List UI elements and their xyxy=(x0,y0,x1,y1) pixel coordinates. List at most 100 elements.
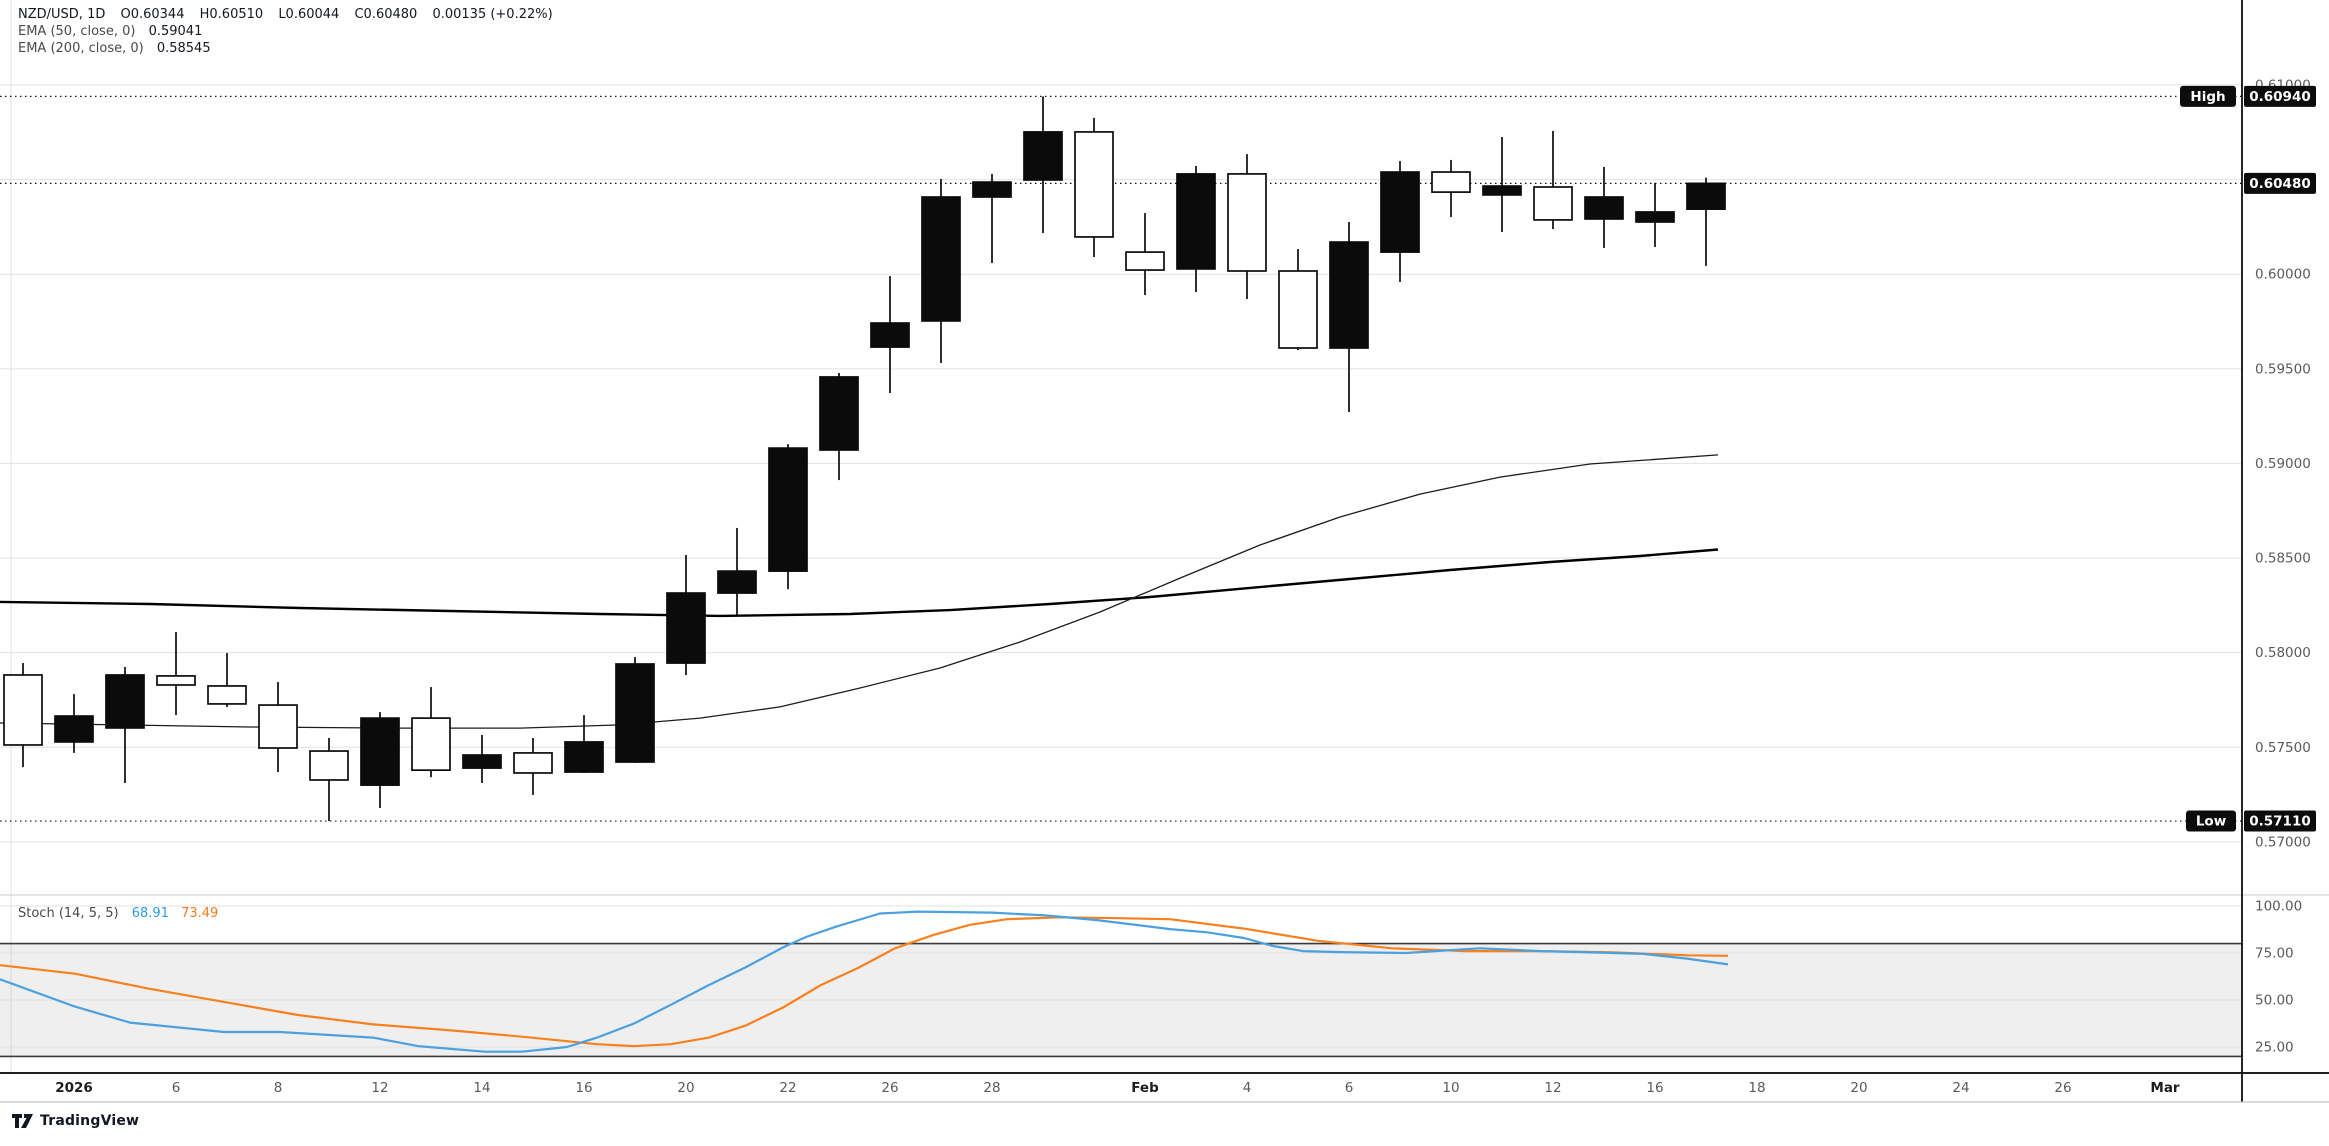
svg-text:25.00: 25.00 xyxy=(2255,1040,2294,1056)
candle-up xyxy=(1482,185,1522,196)
tradingview-logo-text: TradingView xyxy=(40,1113,140,1129)
ema50-label: EMA (50, close, 0) xyxy=(18,24,136,39)
symbol-legend-row[interactable]: NZD/USD, 1D O0.60344 H0.60510 L0.60044 C… xyxy=(18,7,553,22)
candle-up xyxy=(1329,241,1369,349)
tradingview-logo-icon xyxy=(12,1114,33,1128)
ema200-legend-row[interactable]: EMA (200, close, 0) 0.58545 xyxy=(18,41,211,56)
candle-down xyxy=(1227,173,1267,272)
candle-down xyxy=(3,674,43,746)
svg-text:0.57500: 0.57500 xyxy=(2255,740,2311,756)
svg-text:16: 16 xyxy=(575,1080,592,1096)
candle-down xyxy=(513,752,553,774)
last-price-badge: 0.60480 xyxy=(2244,172,2316,194)
svg-text:20: 20 xyxy=(1850,1080,1867,1096)
candles[interactable] xyxy=(3,96,1726,822)
stoch-k-line[interactable] xyxy=(0,910,1729,1053)
candle-down xyxy=(156,675,196,686)
stoch-label: Stoch (14, 5, 5) xyxy=(18,906,119,921)
svg-text:Mar: Mar xyxy=(2150,1080,2180,1096)
svg-text:6: 6 xyxy=(1345,1080,1354,1096)
ema50-value: 0.59041 xyxy=(148,24,203,39)
marker-lines xyxy=(0,95,2242,822)
ema200-label: EMA (200, close, 0) xyxy=(18,41,144,56)
svg-text:Low: Low xyxy=(2196,814,2226,830)
candle-down xyxy=(1278,270,1318,349)
svg-text:0.57110: 0.57110 xyxy=(2249,814,2311,830)
svg-text:6: 6 xyxy=(172,1080,181,1096)
svg-text:20: 20 xyxy=(677,1080,694,1096)
ema50-legend-row[interactable]: EMA (50, close, 0) 0.59041 xyxy=(18,24,202,39)
candle-down xyxy=(411,717,451,771)
svg-text:0.57000: 0.57000 xyxy=(2255,834,2311,850)
candle-up xyxy=(921,196,961,322)
svg-text:0.58000: 0.58000 xyxy=(2255,645,2311,661)
candle-down xyxy=(207,685,247,705)
svg-text:24: 24 xyxy=(1952,1080,1969,1096)
candle-up xyxy=(819,376,859,451)
daily-change: 0.00135 (+0.22%) xyxy=(432,7,553,22)
candle-up xyxy=(870,322,910,348)
svg-text:16: 16 xyxy=(1646,1080,1663,1096)
stoch-d-line[interactable] xyxy=(0,916,1729,1048)
candle-up xyxy=(768,447,808,572)
price-axis[interactable]: 0.610000.600000.595000.590000.585000.580… xyxy=(2255,78,2311,1056)
svg-text:0.58500: 0.58500 xyxy=(2255,551,2311,567)
candle-up xyxy=(1584,196,1624,220)
svg-text:22: 22 xyxy=(779,1080,796,1096)
ema200-value: 0.58545 xyxy=(156,41,211,56)
candle-down xyxy=(309,750,349,781)
candle-up xyxy=(462,754,502,769)
svg-text:0.60000: 0.60000 xyxy=(2255,267,2311,283)
time-axis[interactable]: 2026 6 8 12 14 16 20 22 26 28 Feb 4 6 10 12 16 18 20 24 26 M… xyxy=(55,1080,2180,1096)
candle-down xyxy=(1431,171,1471,193)
candle-up xyxy=(717,570,757,594)
svg-text:Feb: Feb xyxy=(1131,1080,1159,1096)
candle-up xyxy=(1635,211,1675,223)
svg-text:100.00: 100.00 xyxy=(2255,899,2302,915)
svg-text:50.00: 50.00 xyxy=(2255,993,2294,1009)
price-gridlines xyxy=(0,0,2242,1073)
candle-up xyxy=(666,592,706,664)
stoch-legend-row[interactable]: Stoch (14, 5, 5) 68.91 73.49 xyxy=(18,906,218,921)
candle-up xyxy=(105,674,145,729)
candle-up xyxy=(972,181,1012,198)
candle-up xyxy=(564,741,604,773)
candle-up xyxy=(360,717,400,786)
stoch-d-value: 73.49 xyxy=(181,906,219,921)
svg-text:2026: 2026 xyxy=(55,1080,93,1096)
svg-text:4: 4 xyxy=(1243,1080,1252,1096)
ohlc-close: C0.60480 xyxy=(354,7,418,22)
svg-text:High: High xyxy=(2190,89,2225,105)
candle-up xyxy=(1023,131,1063,181)
ohlc-low: L0.60044 xyxy=(278,7,340,22)
stoch-zone xyxy=(0,905,2242,1058)
candle-down xyxy=(258,704,298,749)
candle-up xyxy=(1686,182,1726,210)
candle-up xyxy=(1176,173,1216,270)
svg-text:0.59000: 0.59000 xyxy=(2255,456,2311,472)
svg-text:12: 12 xyxy=(371,1080,388,1096)
svg-text:12: 12 xyxy=(1544,1080,1561,1096)
ohlc-open: O0.60344 xyxy=(120,7,185,22)
svg-text:0.60480: 0.60480 xyxy=(2249,176,2311,192)
candle-up xyxy=(1380,171,1420,253)
low-marker-badge: Low 0.57110 xyxy=(2186,810,2316,832)
ema50-line[interactable] xyxy=(0,454,1719,729)
svg-text:26: 26 xyxy=(881,1080,898,1096)
candle-up xyxy=(615,663,655,763)
ema200-line[interactable] xyxy=(0,548,1719,618)
candle-up xyxy=(54,715,94,743)
candle-down xyxy=(1125,251,1165,271)
svg-text:26: 26 xyxy=(2054,1080,2071,1096)
high-marker-badge: High 0.60940 xyxy=(2180,85,2316,107)
tradingview-branding[interactable]: TradingView xyxy=(12,1112,139,1130)
svg-text:28: 28 xyxy=(983,1080,1000,1096)
candle-down xyxy=(1074,131,1114,238)
svg-text:18: 18 xyxy=(1748,1080,1765,1096)
svg-text:0.59500: 0.59500 xyxy=(2255,361,2311,377)
svg-text:10: 10 xyxy=(1442,1080,1459,1096)
svg-text:14: 14 xyxy=(473,1080,490,1096)
symbol-title: NZD/USD, 1D xyxy=(18,7,106,22)
